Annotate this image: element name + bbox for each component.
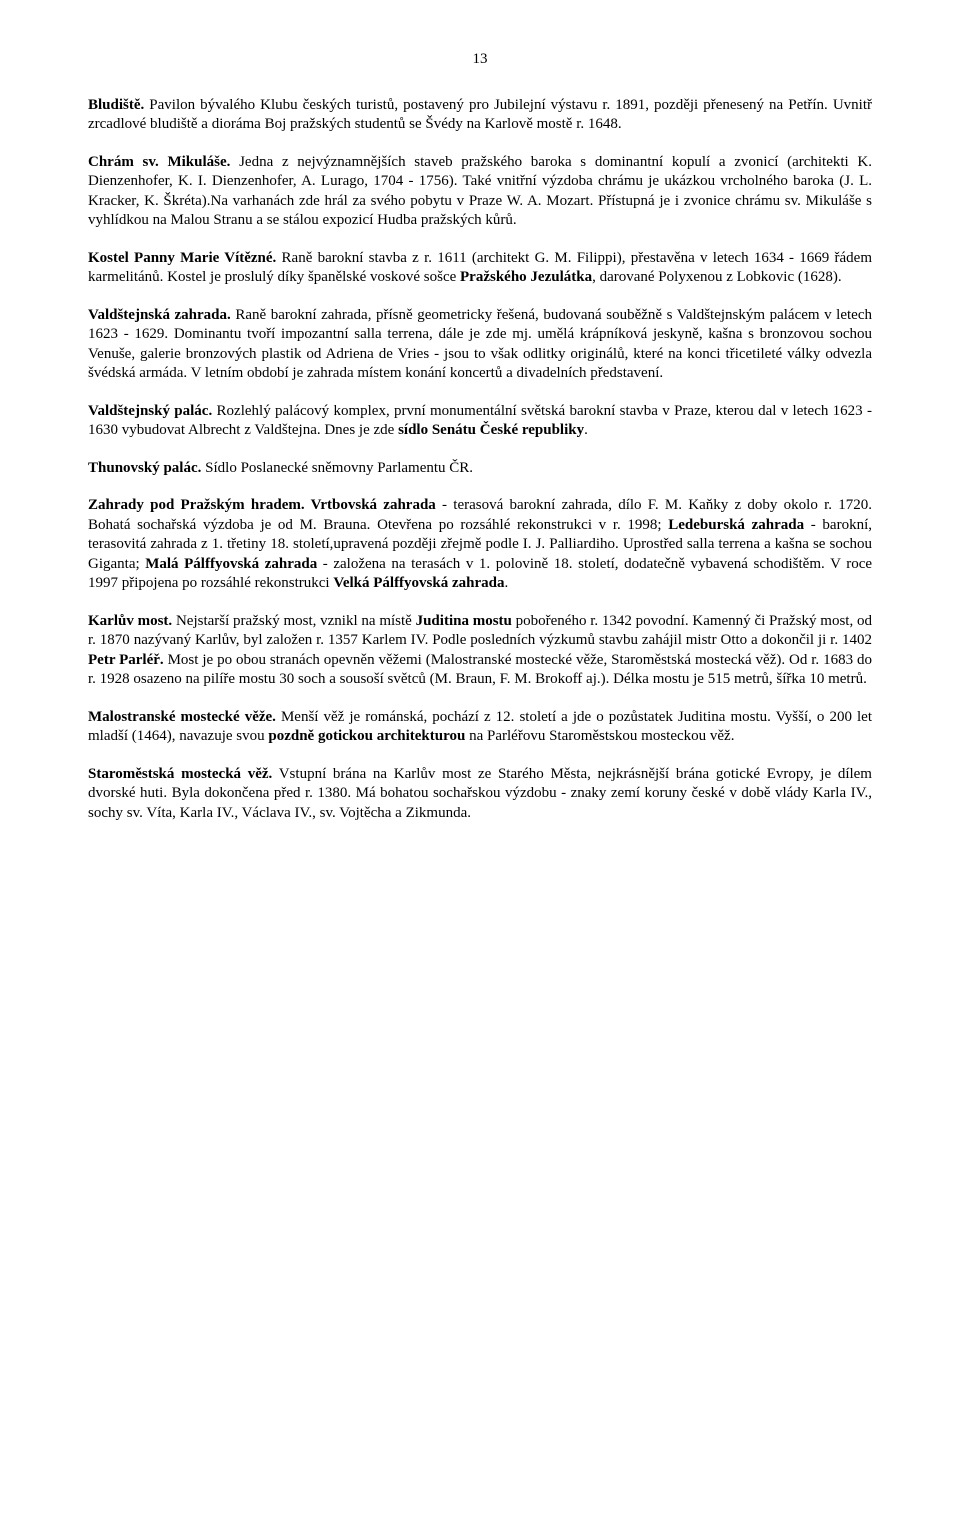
content-body: Bludiště. Pavilon bývalého Klubu českých… xyxy=(88,96,872,824)
paragraph: Kostel Panny Marie Vítězné. Raně barokní… xyxy=(88,249,872,288)
bold-text: Staroměstská mostecká věž. xyxy=(88,766,272,782)
bold-text: Pražského Jezulátka xyxy=(460,269,592,285)
paragraph: Karlův most. Nejstarší pražský most, vzn… xyxy=(88,612,872,690)
paragraph: Zahrady pod Pražským hradem. Vrtbovská z… xyxy=(88,496,872,594)
bold-text: pozdně gotickou architekturou xyxy=(268,728,465,744)
bold-text: Thunovský palác. xyxy=(88,460,201,476)
bold-text: Valdštejnská zahrada. xyxy=(88,307,231,323)
bold-text: Karlův most. xyxy=(88,613,172,629)
bold-text: Malá Pálffyovská zahrada xyxy=(145,556,317,572)
bold-text: Ledeburská zahrada xyxy=(668,517,804,533)
body-text: . xyxy=(504,575,508,591)
body-text: , darované Polyxenou z Lobkovic (1628). xyxy=(592,269,842,285)
paragraph: Staroměstská mostecká věž. Vstupní brána… xyxy=(88,765,872,824)
document-page: 13 Bludiště. Pavilon bývalého Klubu česk… xyxy=(0,0,960,901)
page-number: 13 xyxy=(88,50,872,70)
body-text: . xyxy=(584,422,588,438)
paragraph: Chrám sv. Mikuláše. Jedna z nejvýznamněj… xyxy=(88,153,872,231)
bold-text: Bludiště. xyxy=(88,97,144,113)
paragraph: Valdštejnský palác. Rozlehlý palácový ko… xyxy=(88,402,872,441)
paragraph: Valdštejnská zahrada. Raně barokní zahra… xyxy=(88,306,872,384)
bold-text: Velká Pálffyovská zahrada xyxy=(333,575,504,591)
bold-text: Chrám sv. Mikuláše. xyxy=(88,154,230,170)
bold-text: Petr Parléř. xyxy=(88,652,164,668)
body-text: Nejstarší pražský most, vznikl na místě xyxy=(172,613,415,629)
bold-text: Kostel Panny Marie Vítězné. xyxy=(88,250,276,266)
bold-text: Valdštejnský palác. xyxy=(88,403,212,419)
bold-text: Juditina mostu xyxy=(416,613,512,629)
bold-text: Zahrady pod Pražským hradem. Vrtbovská z… xyxy=(88,497,436,513)
body-text: na Parléřovu Staroměstskou mosteckou věž… xyxy=(465,728,734,744)
paragraph: Thunovský palác. Sídlo Poslanecké sněmov… xyxy=(88,459,872,479)
paragraph: Malostranské mostecké věže. Menší věž je… xyxy=(88,708,872,747)
bold-text: sídlo Senátu České republiky xyxy=(398,422,584,438)
body-text: Sídlo Poslanecké sněmovny Parlamentu ČR. xyxy=(201,460,473,476)
body-text: Pavilon bývalého Klubu českých turistů, … xyxy=(88,97,872,133)
paragraph: Bludiště. Pavilon bývalého Klubu českých… xyxy=(88,96,872,135)
body-text: Most je po obou stranách opevněn věžemi … xyxy=(88,652,872,688)
bold-text: Malostranské mostecké věže. xyxy=(88,709,276,725)
